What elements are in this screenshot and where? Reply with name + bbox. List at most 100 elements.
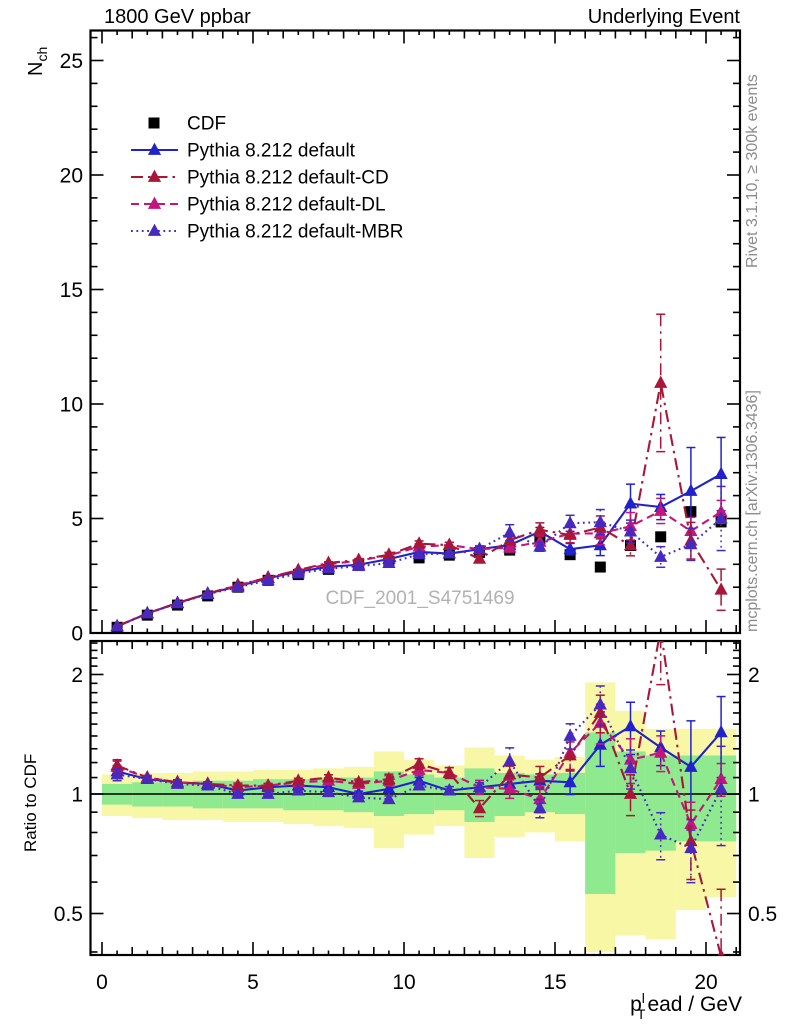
x-tick-label: 15: [543, 971, 566, 994]
mc-top-marker-triangle: [563, 527, 577, 540]
mc-top-marker-triangle: [563, 541, 577, 555]
mc-top-marker-triangle: [382, 547, 396, 560]
mc-ratio-marker-triangle: [110, 767, 124, 780]
x-tick-label: 10: [392, 971, 415, 994]
mc-ratio-marker-triangle: [442, 783, 456, 796]
mc-top-marker-triangle: [201, 586, 215, 599]
mc-ratio-marker-triangle: [472, 800, 487, 814]
mc-ratio-marker-triangle: [472, 779, 487, 793]
y-tick-label-ratio-left: 0.5: [54, 903, 83, 926]
mc-top-marker-triangle: [231, 579, 245, 593]
mc-ratio-marker-triangle: [261, 786, 275, 799]
y-tick-label-top: 5: [71, 508, 83, 531]
mc-top-line: [116, 382, 722, 628]
mc-top-marker-triangle: [623, 524, 638, 537]
mc-ratio-marker-triangle: [231, 786, 245, 799]
mc-ratio-marker-triangle: [412, 778, 426, 791]
mc-ratio-marker-triangle: [261, 778, 275, 791]
mc-ratio-marker-triangle: [714, 781, 728, 794]
mc-top-marker-triangle: [382, 555, 396, 569]
mc-ratio-marker-triangle: [503, 767, 517, 780]
mc-top-marker-triangle: [321, 561, 336, 574]
legend-marker-triangle: [147, 142, 162, 155]
mc-ratio-marker-triangle: [503, 781, 517, 794]
legend-label: Pythia 8.212 default-MBR: [187, 222, 404, 243]
mc-top-marker-triangle: [684, 483, 698, 496]
mc-ratio-marker-triangle: [533, 791, 547, 805]
legend-item: Pythia 8.212 default-DL: [131, 195, 386, 216]
mc-ratio-marker-triangle: [684, 816, 698, 829]
mc-ratio-marker-triangle: [654, 827, 668, 840]
mc-ratio-marker-triangle: [201, 778, 215, 791]
legend-marker-triangle: [147, 223, 162, 236]
mc-top-line: [116, 517, 722, 628]
mc-top-marker-triangle: [714, 466, 728, 479]
mc-top-marker-triangle: [503, 532, 517, 546]
x-tick-label: 5: [247, 971, 259, 994]
legend-item: Pythia 8.212 default-MBR: [131, 222, 404, 243]
plot-title-left: 1800 GeV ppbar: [104, 6, 251, 28]
mc-top-marker-triangle: [714, 582, 728, 595]
ratio-panel-series: [110, 641, 728, 956]
mc-ratio-marker-triangle: [382, 781, 396, 794]
mc-top-marker-triangle: [110, 619, 124, 632]
legend-marker-triangle: [147, 169, 162, 182]
mc-ratio-marker-triangle: [623, 761, 638, 774]
mc-top-marker-triangle: [593, 537, 607, 551]
legend-label: Pythia 8.212 default-CD: [187, 168, 389, 189]
mc-top-marker-triangle: [623, 538, 638, 551]
y-axis-label-top: Nch: [25, 47, 50, 76]
mc-top-marker-triangle: [442, 537, 456, 550]
mc-ratio-marker-triangle: [563, 774, 577, 788]
legend-label: Pythia 8.212 default-DL: [187, 195, 386, 216]
x-tick-label: 20: [694, 971, 717, 994]
mc-ratio-marker-triangle: [321, 784, 336, 798]
mc-top-marker-triangle: [503, 540, 517, 553]
mc-ratio-marker-triangle: [563, 748, 577, 761]
mc-ratio-line: [116, 641, 722, 956]
y-tick-label-ratio-left: 2: [71, 664, 83, 687]
mc-top-marker-triangle: [503, 525, 517, 538]
mc-top-marker-triangle: [623, 496, 638, 509]
mc-ratio-marker-triangle: [563, 728, 577, 741]
mc-top-marker-triangle: [412, 536, 426, 549]
mc-ratio-marker-triangle: [352, 790, 366, 803]
mc-top-marker-triangle: [352, 558, 366, 572]
mc-ratio-marker-triangle: [291, 773, 305, 786]
rivet-version-note: Rivet 3.1.10, ≥ 300k events: [744, 74, 761, 268]
legend-item: Pythia 8.212 default-CD: [131, 168, 389, 189]
mc-ratio-marker-triangle: [684, 759, 698, 772]
y-tick-label-top: 0: [71, 623, 83, 646]
legend-label: Pythia 8.212 default: [187, 141, 356, 162]
y-tick-label-ratio-left: 1: [71, 784, 83, 807]
mc-ratio-marker-triangle: [593, 705, 607, 718]
mc-ratio-marker-triangle: [110, 758, 124, 771]
mc-ratio-marker-triangle: [533, 800, 547, 814]
y-tick-label-ratio-right: 1: [748, 784, 760, 807]
mc-top-marker-triangle: [654, 503, 668, 516]
mc-ratio-marker-triangle: [717, 948, 725, 956]
mc-top-marker-triangle: [533, 539, 547, 552]
mc-ratio-marker-triangle: [684, 840, 698, 854]
mc-top-marker-triangle: [170, 596, 185, 609]
y-tick-label-top: 10: [60, 394, 83, 417]
mc-ratio-marker-triangle: [382, 791, 396, 805]
mc-ratio-marker-triangle: [593, 697, 607, 710]
ratio-panel-frame: [89, 639, 742, 957]
mc-ratio-marker-triangle: [533, 770, 547, 783]
mc-ratio-marker-triangle: [654, 745, 668, 758]
mc-ratio-marker-triangle: [503, 753, 517, 767]
mc-ratio-marker-triangle: [321, 770, 336, 783]
y-axis-label-ratio: Ratio to CDF: [21, 754, 40, 852]
mc-ratio-marker-triangle: [442, 765, 456, 778]
mc-ratio-marker-triangle: [714, 771, 728, 785]
x-tick-label: 0: [96, 971, 108, 994]
mc-top-marker-triangle: [533, 522, 547, 535]
mc-ratio-marker-triangle: [291, 783, 305, 796]
mc-ratio-marker-triangle: [714, 724, 728, 738]
mc-ratio-marker-triangle: [623, 786, 638, 799]
mc-top-marker-triangle: [140, 606, 154, 619]
